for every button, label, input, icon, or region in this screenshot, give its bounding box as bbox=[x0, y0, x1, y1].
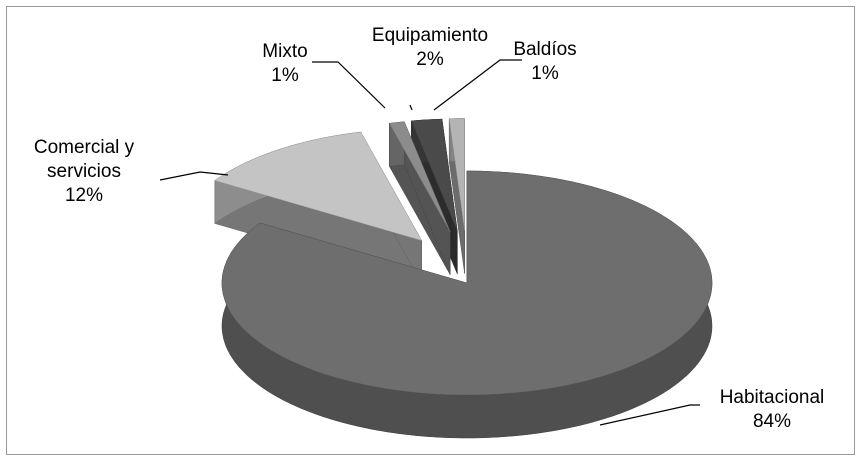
slice-label: Mixto 1% bbox=[250, 40, 320, 88]
slice-label: Equipamiento 2% bbox=[360, 24, 500, 72]
label-name: Habitacional bbox=[719, 387, 825, 408]
label-name: Baldíos bbox=[513, 39, 577, 60]
label-name: Equipamiento bbox=[371, 25, 489, 46]
leader-line bbox=[409, 104, 413, 111]
label-name: Mixto bbox=[262, 41, 308, 62]
leader-line bbox=[159, 171, 229, 181]
slice-top bbox=[448, 118, 465, 231]
slice-label: Habitacional 84% bbox=[702, 386, 842, 434]
label-value: 1% bbox=[531, 63, 559, 84]
slice-top bbox=[214, 131, 423, 241]
pie-slice bbox=[388, 121, 451, 276]
label-name: Comercial y servicios bbox=[33, 137, 135, 182]
slice-top bbox=[411, 118, 458, 231]
label-value: 84% bbox=[752, 411, 792, 432]
leader-lines bbox=[159, 59, 700, 426]
label-value: 12% bbox=[64, 185, 104, 206]
pie-slice bbox=[448, 118, 465, 274]
pie-slice bbox=[221, 170, 713, 439]
slice-label: Baldíos 1% bbox=[500, 38, 590, 86]
slice-top bbox=[221, 170, 713, 396]
slice-label: Comercial y servicios 12% bbox=[14, 136, 154, 208]
leader-line bbox=[433, 59, 522, 111]
leader-line bbox=[599, 404, 700, 426]
label-value: 1% bbox=[271, 65, 299, 86]
slices bbox=[214, 118, 713, 439]
label-value: 2% bbox=[416, 49, 444, 70]
slice-top bbox=[388, 121, 451, 232]
leader-line bbox=[312, 61, 386, 109]
